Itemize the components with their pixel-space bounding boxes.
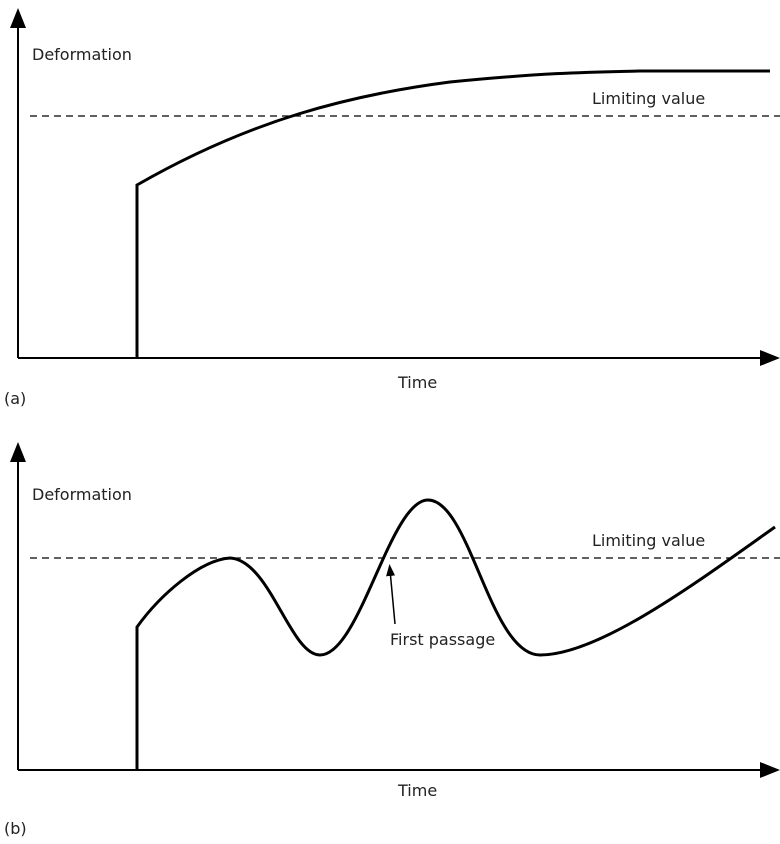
panel-b: Deformation Limiting value First passage…	[4, 442, 780, 838]
x-axis-label: Time	[397, 373, 437, 392]
y-axis-label: Deformation	[32, 45, 132, 64]
limit-label: Limiting value	[592, 531, 705, 550]
x-axis-label: Time	[397, 781, 437, 800]
annotation: First passage	[390, 630, 495, 649]
panel-label: (b)	[4, 819, 27, 838]
limit-label: Limiting value	[592, 89, 705, 108]
deformation-curve	[135, 69, 770, 358]
y-axis-label: Deformation	[32, 485, 132, 504]
panel-a: Deformation Limiting value Time (a)	[4, 8, 780, 408]
panel-label: (a)	[4, 389, 26, 408]
deformation-curve	[135, 498, 776, 770]
annotation-arrow	[386, 564, 396, 625]
